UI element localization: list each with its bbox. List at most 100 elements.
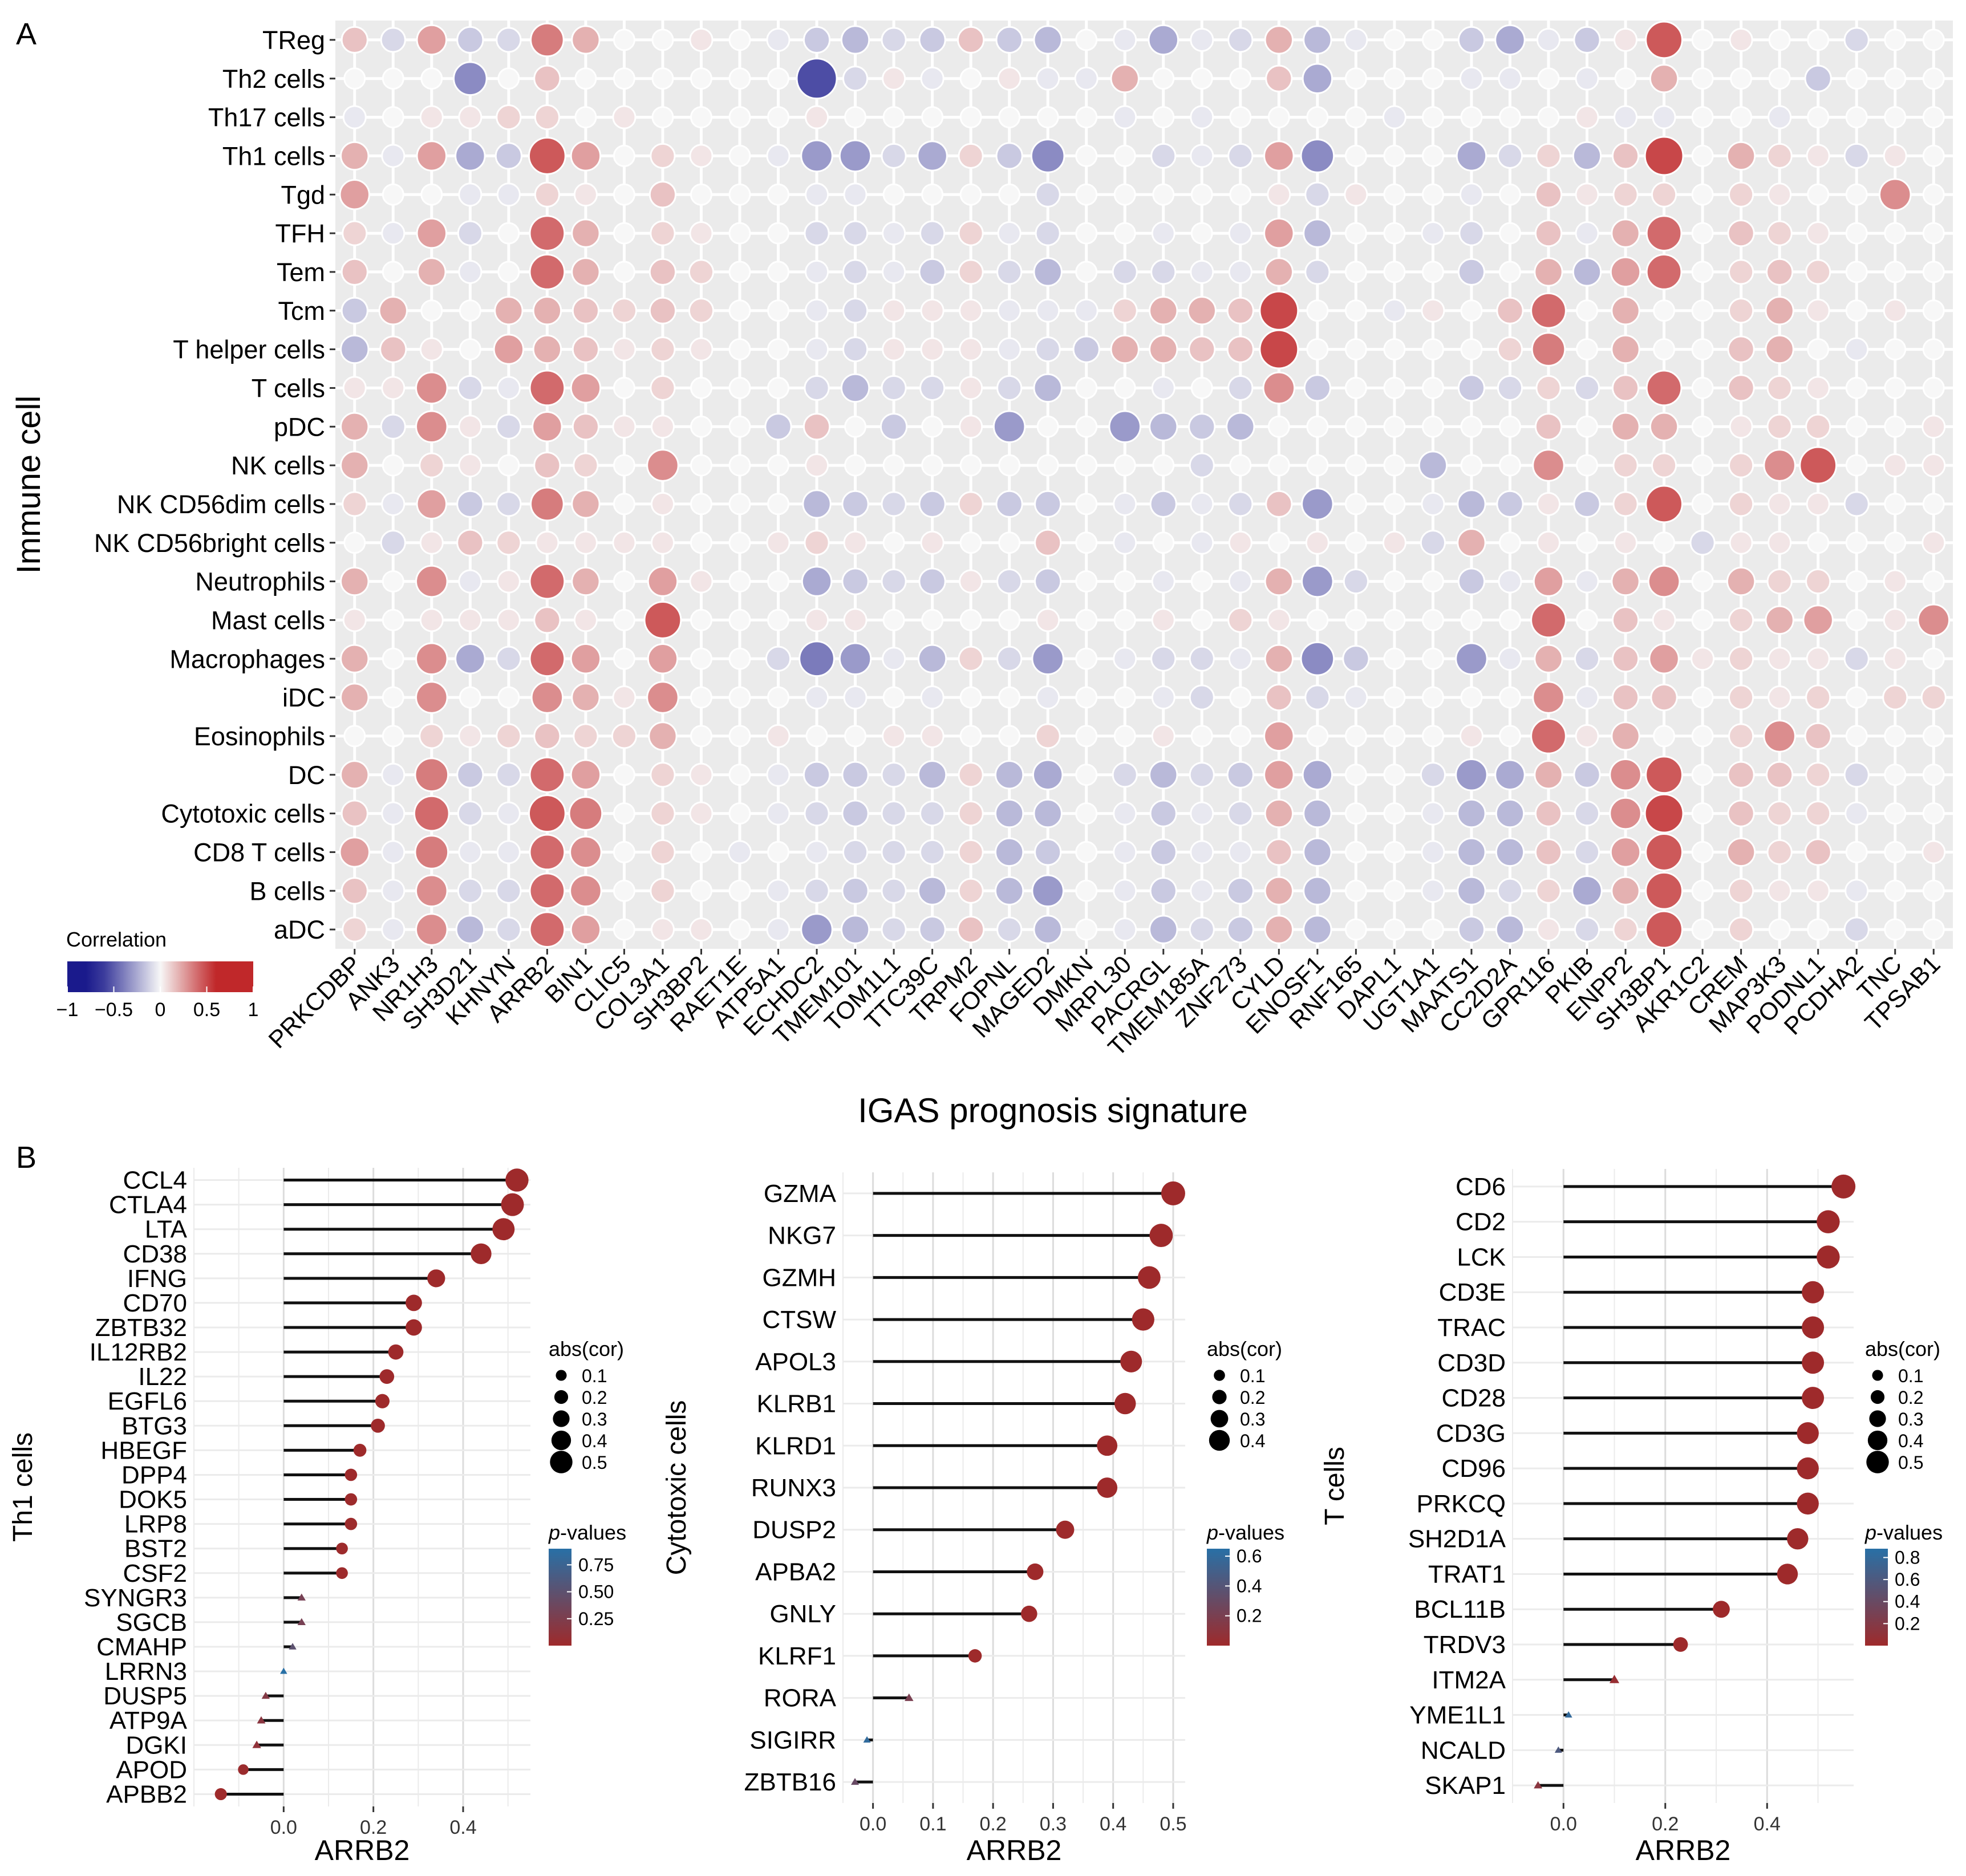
heatmap-cell-t-helper-cells-col3a1	[650, 336, 676, 363]
row-label: Tgd	[281, 180, 325, 209]
heatmap-cell-eosinophils-cyld	[1263, 720, 1295, 752]
heatmap-cell-nk-cd56bright-cells-trpm2	[959, 531, 982, 554]
heatmap-cell-b-cells-pkib	[1571, 875, 1603, 907]
heatmap-cell-th2-cells-fopnl	[997, 66, 1021, 91]
heatmap-cell-mast-cells-znf273	[1227, 607, 1254, 634]
lollipop-point	[344, 1468, 358, 1481]
heatmap-cell-adc-tpsab1	[1922, 918, 1945, 941]
lollipop-point	[1132, 1308, 1154, 1331]
heatmap-cell-t-cells-gpr116	[1535, 375, 1562, 401]
heatmap-cell-t-helper-cells-tom1l1	[882, 337, 906, 362]
heatmap-cell-tgd-pkib	[1575, 182, 1599, 207]
heatmap-cell-nk-cells-clic5	[613, 454, 635, 477]
heatmap-cell-cytotoxic-cells-raet1e	[728, 802, 751, 825]
heatmap-cell-cytotoxic-cells-map3k3	[1766, 800, 1793, 827]
heatmap-cell-treg-clic5	[613, 29, 635, 51]
heatmap-cell-eosinophils-pcdha2	[1845, 725, 1868, 748]
heatmap-cell-nk-cd56bright-cells-podnl1	[1807, 531, 1830, 554]
heatmap-cell-treg-mrpl30	[1113, 27, 1137, 52]
heatmap-cell-nk-cells-col3a1	[646, 449, 679, 482]
heatmap-cell-tfh-arrb2	[529, 215, 566, 251]
heatmap-cell-th17-cells-ttc39c	[921, 106, 944, 129]
lollipop-point	[427, 1269, 445, 1288]
heatmap-cell-cytotoxic-cells-sh3d21	[457, 800, 483, 827]
pvalue-tick-label: 0.75	[578, 1554, 614, 1575]
heatmap-cell-tgd-col3a1	[648, 181, 677, 209]
heatmap-cell-treg-ugt1a1	[1421, 29, 1444, 51]
lollipop-point-triangle	[1609, 1675, 1620, 1683]
heatmap-cell-nk-cd56dim-cells-znf273	[1227, 491, 1254, 517]
heatmap-cell-tcm-cc2d2a	[1496, 297, 1524, 324]
heatmap-cell-cytotoxic-cells-gpr116	[1534, 799, 1563, 827]
heatmap-cell-mast-cells-mrpl30	[1113, 608, 1136, 631]
heatmap-cell-adc-sh3bp2	[689, 917, 714, 942]
heatmap-cell-nk-cd56bright-cells-pcdha2	[1845, 531, 1868, 554]
gene-label: SYNGR3	[84, 1584, 187, 1612]
heatmap-cell-tcm-gpr116	[1530, 292, 1567, 329]
color-legend-title: p-values	[1864, 1521, 1943, 1544]
heatmap-cell-cd8-t-cells-echdc2	[805, 840, 829, 864]
heatmap-cell-dc-echdc2	[802, 761, 831, 789]
heatmap-cell-mast-cells-tom1l1	[882, 608, 905, 631]
heatmap-cell-t-cells-pkib	[1574, 375, 1600, 401]
size-legend-label: 0.5	[1898, 1452, 1923, 1473]
heatmap-cell-th1-cells-maged2	[1030, 139, 1065, 173]
row-label: NK CD56dim cells	[117, 490, 325, 519]
x-tick-label: 0.4	[1100, 1813, 1126, 1835]
heatmap-cell-th1-cells-atp5a1	[766, 144, 791, 168]
gene-label: CCL4	[123, 1167, 188, 1195]
heatmap-cell-cd8-t-cells-sh3bp1	[1645, 833, 1683, 871]
heatmap-cell-adc-tnc	[1884, 918, 1907, 941]
heatmap-cell-neutrophils-bin1	[571, 566, 601, 596]
lollipop-point	[1161, 1181, 1185, 1205]
heatmap-cell-idc-nr1h3	[415, 681, 448, 714]
heatmap-cell-mast-cells-tnc	[1883, 608, 1907, 632]
heatmap-cell-nk-cd56bright-cells-atp5a1	[766, 530, 791, 555]
heatmap-cell-t-cells-ank3	[381, 376, 406, 400]
heatmap-cell-th2-cells-enosf1	[1302, 63, 1333, 94]
heatmap-cell-idc-col3a1	[646, 681, 679, 714]
lollipop-point	[1056, 1520, 1075, 1539]
heatmap-cell-th17-cells-enosf1	[1306, 106, 1329, 129]
heatmap-cell-tcm-sh3d21	[459, 299, 481, 322]
gene-label: LRP8	[124, 1510, 187, 1538]
heatmap-cell-tcm-prkcdbp	[340, 297, 368, 324]
gene-label: APOL3	[755, 1348, 836, 1376]
lollipop-point-triangle	[904, 1693, 914, 1702]
heatmap-cell-treg-fopnl	[995, 26, 1023, 54]
gene-label: CSF2	[123, 1560, 187, 1587]
heatmap-cell-th2-cells-ttc39c	[920, 66, 945, 91]
heatmap-cell-t-helper-cells-bin1	[571, 335, 600, 363]
heatmap-cell-th1-cells-podnl1	[1806, 144, 1830, 168]
gene-label: HBEGF	[100, 1436, 187, 1464]
heatmap-cell-cytotoxic-cells-akr1c2	[1691, 802, 1714, 825]
heatmap-cell-tem-arrb2	[529, 254, 566, 290]
heatmap-cell-idc-sh3d21	[459, 686, 481, 709]
heatmap-cell-b-cells-tom1l1	[881, 878, 907, 904]
heatmap-cell-tgd-dapl1	[1383, 183, 1406, 206]
size-legend-key	[553, 1410, 570, 1427]
colorbar-tick-label: 0	[155, 999, 166, 1021]
heatmap-cell-pdc-gpr116	[1534, 413, 1563, 441]
gene-label: CD38	[123, 1240, 188, 1268]
heatmap-cell-t-cells-maats1	[1457, 374, 1486, 402]
heatmap-cell-th17-cells-znf273	[1229, 106, 1252, 129]
pvalue-colorbar	[1207, 1549, 1230, 1646]
heatmap-cell-nk-cells-cyld	[1267, 454, 1290, 477]
heatmap-cell-th2-cells-akr1c2	[1691, 67, 1714, 90]
heatmap-cell-tem-akr1c2	[1691, 261, 1714, 283]
heatmap-cell-neutrophils-pacrgl	[1151, 569, 1175, 594]
heatmap-cell-b-cells-akr1c2	[1691, 879, 1714, 902]
lollipop-point	[344, 1493, 358, 1506]
heatmap-cell-cytotoxic-cells-ugt1a1	[1421, 801, 1445, 826]
heatmap-cell-t-helper-cells-maged2	[1035, 336, 1061, 363]
heatmap-cell-adc-map3k3	[1768, 918, 1791, 941]
x-tick-label: 0.4	[1754, 1813, 1781, 1835]
pvalue-tick-label: 0.6	[1895, 1569, 1920, 1590]
gene-label: PRKCQ	[1417, 1490, 1506, 1518]
heatmap-cell-mast-cells-nr1h3	[419, 608, 444, 632]
heatmap-cell-treg-atp5a1	[766, 27, 791, 52]
heatmap-cell-b-cells-tnc	[1884, 879, 1907, 902]
heatmap-cell-nk-cells-nr1h3	[419, 452, 445, 478]
heatmap-cell-th17-cells-khnyn	[496, 104, 522, 131]
